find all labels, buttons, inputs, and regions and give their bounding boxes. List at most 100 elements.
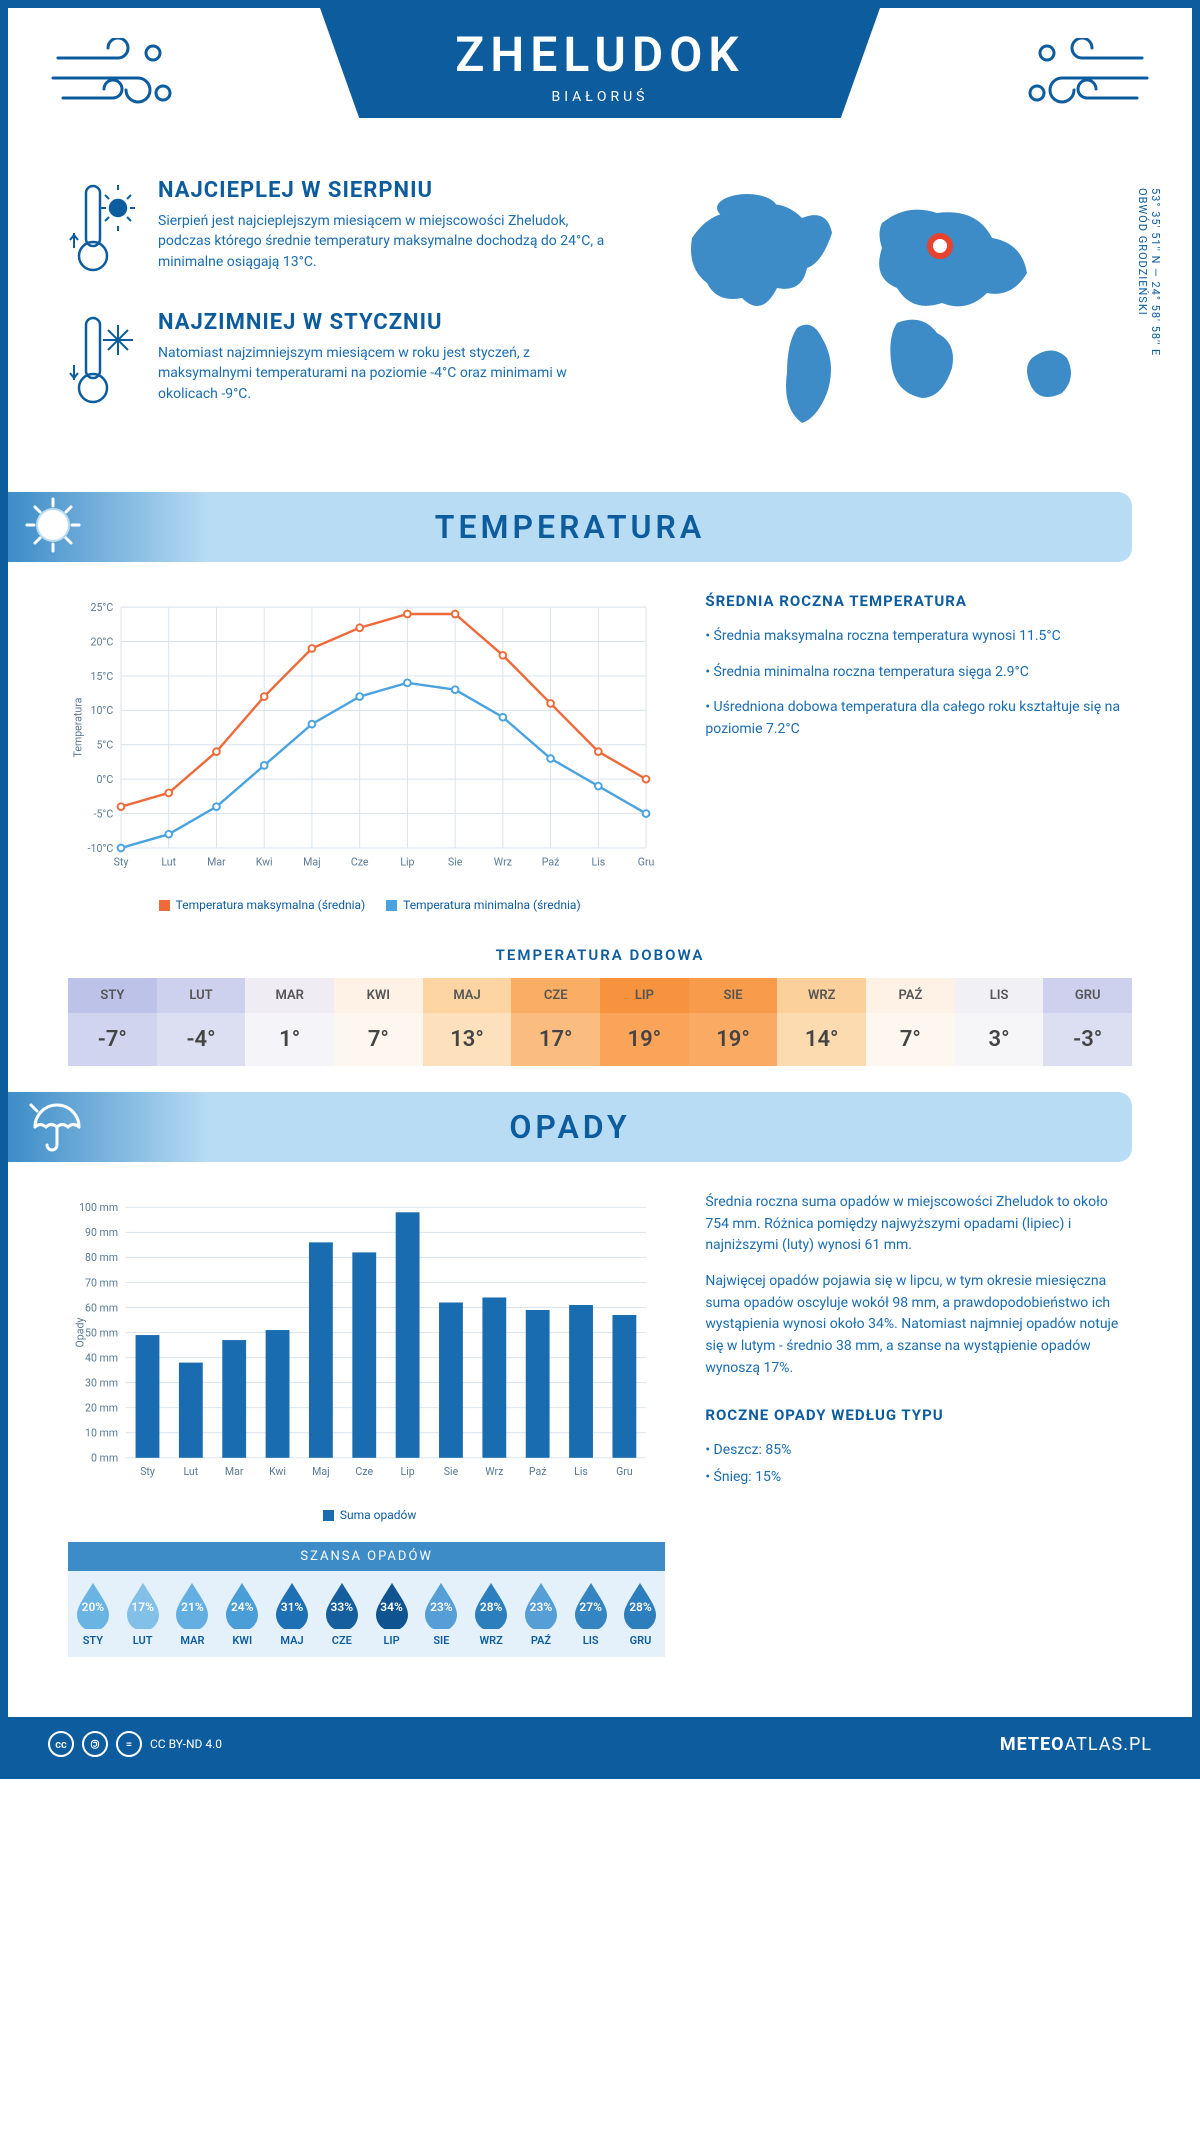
thermometer-hot-icon xyxy=(68,178,138,282)
precipitation-summary: Średnia roczna suma opadów w miejscowośc… xyxy=(705,1192,1132,1657)
rain-chance-cell: 34% LIP xyxy=(367,1571,417,1657)
daily-cell: WRZ 14° xyxy=(777,978,866,1066)
daily-cell: CZE 17° xyxy=(511,978,600,1066)
svg-text:Paź: Paź xyxy=(529,1465,547,1478)
svg-text:Sty: Sty xyxy=(114,855,129,868)
rain-chance-cell: 33% CZE xyxy=(317,1571,367,1657)
thermometer-cold-icon xyxy=(68,310,138,414)
temperature-summary: ŚREDNIA ROCZNA TEMPERATURA • Średnia mak… xyxy=(705,592,1132,912)
svg-text:Lip: Lip xyxy=(401,1465,415,1478)
cold-fact: NAJZIMNIEJ W STYCZNIU Natomiast najzimni… xyxy=(68,310,622,414)
daily-cell: MAR 1° xyxy=(245,978,334,1066)
svg-text:20 mm: 20 mm xyxy=(85,1402,118,1415)
hot-title: NAJCIEPLEJ W SIERPNIU xyxy=(158,178,622,203)
precipitation-title: OPADY xyxy=(98,1108,1042,1146)
daily-cell: PAŹ 7° xyxy=(866,978,955,1066)
brand-label: METEOATLAS.PL xyxy=(1000,1734,1152,1755)
precip-legend: Suma opadów xyxy=(68,1508,665,1522)
daily-cell: SIE 19° xyxy=(689,978,778,1066)
daily-cell: KWI 7° xyxy=(334,978,423,1066)
svg-text:Sie: Sie xyxy=(448,855,463,868)
svg-text:5°C: 5°C xyxy=(96,739,113,752)
wind-icon-left xyxy=(48,38,188,122)
svg-text:Gru: Gru xyxy=(616,1465,633,1478)
svg-text:Sie: Sie xyxy=(444,1465,459,1478)
daily-cell: MAJ 13° xyxy=(423,978,512,1066)
svg-text:Gru: Gru xyxy=(638,855,655,868)
svg-text:Lip: Lip xyxy=(400,855,414,868)
temp-legend: Temperatura maksymalna (średnia) Tempera… xyxy=(68,898,665,912)
footer: cc🄯= CC BY-ND 4.0 METEOATLAS.PL xyxy=(8,1717,1192,1771)
svg-text:Cze: Cze xyxy=(355,1465,373,1478)
rain-chance-cell: 23% SIE xyxy=(416,1571,466,1657)
daily-temp-title: TEMPERATURA DOBOWA xyxy=(8,946,1192,964)
rain-chance-box: SZANSA OPADÓW 20% STY 17% LUT 21% MAR xyxy=(68,1542,665,1657)
svg-text:Lis: Lis xyxy=(591,855,605,868)
rain-chance-cell: 20% STY xyxy=(68,1571,118,1657)
header-area: ZHELUDOK BIAŁORUŚ xyxy=(8,8,1192,158)
svg-text:Maj: Maj xyxy=(312,1465,330,1478)
svg-text:40 mm: 40 mm xyxy=(85,1351,118,1364)
intro-row: NAJCIEPLEJ W SIERPNIU Sierpień jest najc… xyxy=(8,158,1192,472)
svg-text:Temperatura: Temperatura xyxy=(71,697,84,757)
rain-chance-cell: 17% LUT xyxy=(118,1571,168,1657)
svg-text:70 mm: 70 mm xyxy=(85,1276,118,1289)
rain-chance-cell: 28% WRZ xyxy=(466,1571,516,1657)
svg-text:Wrz: Wrz xyxy=(494,855,512,868)
temperature-line-chart: -10°C-5°C0°C5°C10°C15°C20°C25°CStyLutMar… xyxy=(68,592,665,892)
rain-chance-cell: 27% LIS xyxy=(566,1571,616,1657)
svg-text:10 mm: 10 mm xyxy=(85,1427,118,1440)
city-title: ZHELUDOK xyxy=(320,26,880,83)
umbrella-icon xyxy=(8,1095,98,1159)
svg-text:30 mm: 30 mm xyxy=(85,1377,118,1390)
svg-text:0 mm: 0 mm xyxy=(91,1452,118,1465)
svg-text:0°C: 0°C xyxy=(96,773,113,786)
rain-chance-cell: 23% PAŹ xyxy=(516,1571,566,1657)
svg-text:Lis: Lis xyxy=(574,1465,588,1478)
hot-text: Sierpień jest najcieplejszym miesiącem w… xyxy=(158,211,622,272)
svg-text:Maj: Maj xyxy=(303,855,321,868)
cold-title: NAJZIMNIEJ W STYCZNIU xyxy=(158,310,622,335)
svg-text:80 mm: 80 mm xyxy=(85,1251,118,1264)
svg-text:10°C: 10°C xyxy=(91,704,114,717)
precipitation-section-header: OPADY xyxy=(8,1092,1132,1162)
svg-text:Mar: Mar xyxy=(207,855,226,868)
svg-text:Cze: Cze xyxy=(351,855,369,868)
cold-text: Natomiast najzimniejszym miesiącem w rok… xyxy=(158,343,622,404)
daily-cell: LIS 3° xyxy=(955,978,1044,1066)
svg-text:Sty: Sty xyxy=(140,1465,155,1478)
svg-text:Paź: Paź xyxy=(542,855,560,868)
daily-cell: GRU -3° xyxy=(1043,978,1132,1066)
svg-text:Kwi: Kwi xyxy=(269,1465,286,1478)
svg-text:50 mm: 50 mm xyxy=(85,1326,118,1339)
svg-text:Lut: Lut xyxy=(161,855,176,868)
rain-chance-cell: 28% GRU xyxy=(616,1571,666,1657)
svg-text:Kwi: Kwi xyxy=(256,855,273,868)
svg-text:100 mm: 100 mm xyxy=(79,1201,118,1214)
country-subtitle: BIAŁORUŚ xyxy=(320,89,880,105)
daily-cell: STY -7° xyxy=(68,978,157,1066)
svg-text:Opady: Opady xyxy=(73,1318,86,1348)
svg-text:60 mm: 60 mm xyxy=(85,1301,118,1314)
license: cc🄯= CC BY-ND 4.0 xyxy=(48,1731,222,1757)
wind-icon-right xyxy=(1012,38,1152,122)
svg-text:Mar: Mar xyxy=(225,1465,244,1478)
svg-text:25°C: 25°C xyxy=(91,601,114,614)
temperature-title: TEMPERATURA xyxy=(98,508,1042,546)
svg-text:90 mm: 90 mm xyxy=(85,1226,118,1239)
svg-text:Wrz: Wrz xyxy=(485,1465,503,1478)
svg-text:Lut: Lut xyxy=(183,1465,198,1478)
rain-chance-cell: 24% KWI xyxy=(217,1571,267,1657)
title-banner: ZHELUDOK BIAŁORUŚ xyxy=(320,8,880,118)
daily-temp-grid: STY -7° LUT -4° MAR 1° KWI 7° MAJ 13° CZ… xyxy=(68,978,1132,1066)
coordinates: 53° 35' 51'' N — 24° 58' 58'' EOBWÓD GRO… xyxy=(1136,188,1162,356)
precipitation-bar-chart: 0 mm 10 mm 20 mm 30 mm 40 mm 50 mm 60 mm 70 mm 8… xyxy=(68,1192,665,1502)
world-map: 53° 35' 51'' N — 24° 58' 58'' EOBWÓD GRO… xyxy=(662,178,1132,442)
temperature-section-header: TEMPERATURA xyxy=(8,492,1132,562)
rain-chance-cell: 31% MAJ xyxy=(267,1571,317,1657)
rain-chance-cell: 21% MAR xyxy=(168,1571,218,1657)
daily-cell: LUT -4° xyxy=(157,978,246,1066)
svg-text:-5°C: -5°C xyxy=(94,807,114,820)
hot-fact: NAJCIEPLEJ W SIERPNIU Sierpień jest najc… xyxy=(68,178,622,282)
sun-icon xyxy=(8,495,98,559)
